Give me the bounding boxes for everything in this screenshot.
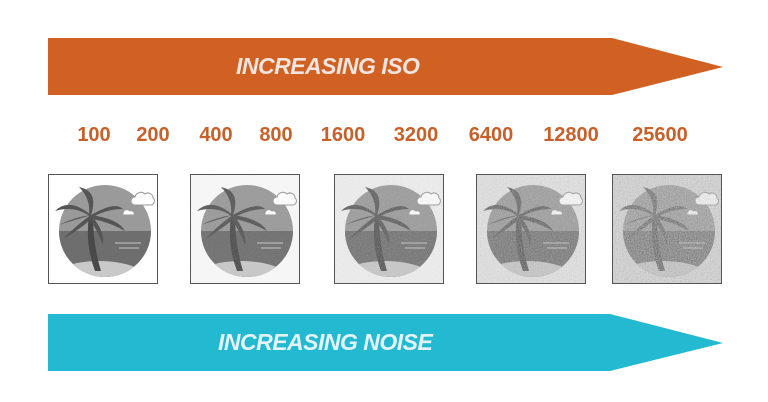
palm-beach-icon: [477, 175, 585, 283]
iso-value: 25600: [632, 124, 688, 146]
sample-image: [48, 174, 158, 284]
arrow-shape: [48, 38, 723, 95]
sample-image: [190, 174, 300, 284]
iso-values-row: 100 200 400 800 1600 3200 6400 12800 25600: [0, 124, 768, 150]
iso-value: 800: [259, 124, 293, 146]
iso-value: 200: [136, 124, 170, 146]
iso-value: 6400: [468, 124, 514, 146]
palm-beach-icon: [613, 175, 721, 283]
increasing-iso-label: INCREASING ISO: [236, 53, 420, 79]
palm-beach-icon: [191, 175, 299, 283]
sample-image: [612, 174, 722, 284]
palm-beach-icon: [49, 175, 157, 283]
increasing-iso-arrow: INCREASING ISO: [48, 38, 723, 95]
arrow-shape: [48, 314, 723, 371]
iso-value: 400: [199, 124, 233, 146]
palm-beach-icon: [335, 175, 443, 283]
iso-value: 1600: [320, 124, 366, 146]
increasing-noise-label: INCREASING NOISE: [218, 329, 433, 355]
iso-value: 12800: [543, 124, 599, 146]
iso-value: 100: [77, 124, 111, 146]
sample-image: [334, 174, 444, 284]
increasing-noise-arrow: INCREASING NOISE: [48, 314, 723, 371]
iso-value: 3200: [393, 124, 439, 146]
sample-image: [476, 174, 586, 284]
